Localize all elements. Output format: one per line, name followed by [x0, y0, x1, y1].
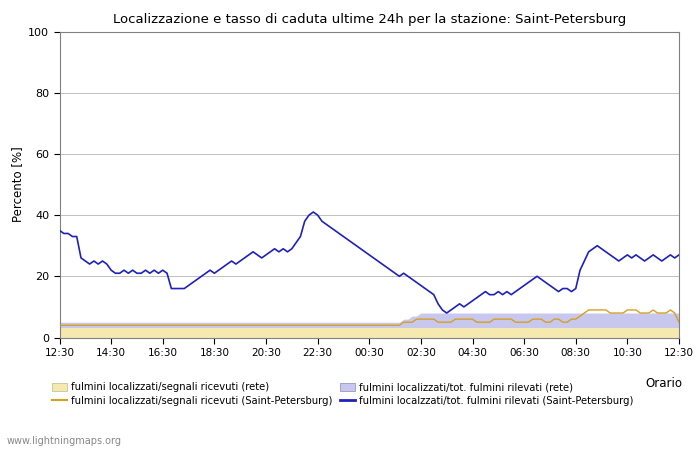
Text: www.lightningmaps.org: www.lightningmaps.org [7, 436, 122, 446]
Text: Orario: Orario [645, 377, 682, 390]
Title: Localizzazione e tasso di caduta ultime 24h per la stazione: Saint-Petersburg: Localizzazione e tasso di caduta ultime … [113, 13, 626, 26]
Y-axis label: Percento [%]: Percento [%] [11, 147, 24, 222]
Legend: fulmini localizzati/segnali ricevuti (rete), fulmini localizzati/segnali ricevut: fulmini localizzati/segnali ricevuti (re… [52, 382, 634, 406]
